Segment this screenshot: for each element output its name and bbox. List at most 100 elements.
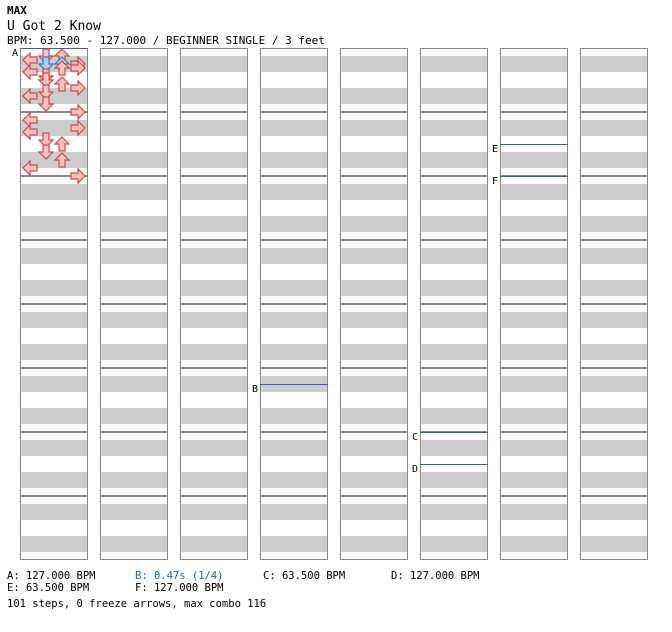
- step-arrow-down-icon: [37, 144, 55, 160]
- beat-stripe: [260, 344, 328, 360]
- beat-stripe: [180, 472, 248, 488]
- beat-stripe: [580, 472, 648, 488]
- measure-box: [180, 48, 248, 112]
- song-title: U Got 2 Know: [7, 19, 101, 34]
- beat-stripe: [20, 376, 88, 392]
- beat-stripe: [500, 504, 568, 520]
- beat-stripe: [500, 536, 568, 552]
- beat-stripe: [340, 472, 408, 488]
- beat-stripe: [340, 184, 408, 200]
- step-arrow-left-icon: [22, 63, 38, 81]
- beat-stripe: [100, 408, 168, 424]
- measure-box: [340, 496, 408, 560]
- step-arrow-down-icon: [37, 96, 55, 112]
- beat-stripe: [260, 248, 328, 264]
- beat-stripe: [420, 152, 488, 168]
- measure-box: [580, 304, 648, 368]
- beat-stripe: [260, 536, 328, 552]
- chart-column: [100, 48, 168, 560]
- beat-stripe: [500, 472, 568, 488]
- measure-box: [260, 240, 328, 304]
- chart-subtitle: BPM: 63.500 - 127.000 / BEGINNER SINGLE …: [7, 34, 325, 47]
- step-arrow-right-icon: [70, 103, 86, 121]
- beat-stripe: [100, 472, 168, 488]
- measure-box: [100, 304, 168, 368]
- beat-stripe: [340, 344, 408, 360]
- step-arrow-left-icon: [22, 123, 38, 141]
- game-mix-label: MAX: [7, 4, 27, 17]
- beat-stripe: [420, 312, 488, 328]
- beat-stripe: [180, 312, 248, 328]
- measure-box: [580, 432, 648, 496]
- beat-stripe: [100, 248, 168, 264]
- beat-stripe: [580, 312, 648, 328]
- measure-box: [180, 112, 248, 176]
- beat-stripe: [500, 152, 568, 168]
- step-arrow-left-icon: [22, 159, 38, 177]
- measure-box: [100, 432, 168, 496]
- measure-box: [420, 240, 488, 304]
- measure-box: [420, 112, 488, 176]
- measure-box: [20, 240, 88, 304]
- measure-box: [20, 496, 88, 560]
- measure-box: [260, 304, 328, 368]
- beat-stripe: [340, 248, 408, 264]
- beat-stripe: [20, 280, 88, 296]
- beat-stripe: [20, 152, 88, 168]
- beat-stripe: [20, 88, 88, 104]
- step-statistics: 101 steps, 0 freeze arrows, max combo 11…: [7, 598, 267, 610]
- legend-entry: E: 63.500 BPM: [7, 582, 90, 594]
- beat-stripe: [20, 216, 88, 232]
- beat-stripe: [420, 120, 488, 136]
- beat-stripe: [20, 184, 88, 200]
- measure-box: [420, 176, 488, 240]
- beat-stripe: [580, 152, 648, 168]
- beat-stripe: [20, 312, 88, 328]
- measure-box: [100, 496, 168, 560]
- step-arrow-up-icon: [53, 76, 71, 92]
- beat-stripe: [100, 88, 168, 104]
- measure-box: [340, 112, 408, 176]
- step-arrow-up-icon: [53, 60, 71, 76]
- step-arrow-left-icon: [22, 87, 38, 105]
- chart-column: [180, 48, 248, 560]
- beat-stripe: [420, 88, 488, 104]
- measure-box: [420, 48, 488, 112]
- beat-stripe: [260, 408, 328, 424]
- step-arrow-down-icon: [37, 132, 55, 148]
- measure-box: [20, 304, 88, 368]
- beat-stripe: [100, 504, 168, 520]
- measure-box: [500, 496, 568, 560]
- beat-stripe: [340, 280, 408, 296]
- beat-stripe: [20, 344, 88, 360]
- step-arrow-up-icon: [53, 136, 71, 152]
- beat-stripe: [180, 344, 248, 360]
- legend-entry: A: 127.000 BPM: [7, 570, 96, 582]
- beat-stripe: [260, 472, 328, 488]
- beat-stripe: [500, 408, 568, 424]
- beat-stripe: [100, 440, 168, 456]
- beat-stripe: [260, 280, 328, 296]
- beat-stripe: [20, 504, 88, 520]
- beat-stripe: [580, 56, 648, 72]
- measure-box: [340, 240, 408, 304]
- beat-stripe: [340, 56, 408, 72]
- measure-box: [260, 368, 328, 432]
- beat-stripe: [420, 376, 488, 392]
- beat-stripe: [420, 184, 488, 200]
- beat-stripe: [180, 184, 248, 200]
- beat-stripe: [500, 280, 568, 296]
- tempo-marker-label: E: [492, 144, 498, 155]
- legend-entry: B: 0.47s (1/4): [135, 570, 224, 582]
- measure-box: [340, 432, 408, 496]
- beat-stripe: [260, 504, 328, 520]
- measure-box: [180, 432, 248, 496]
- measure-box: [260, 496, 328, 560]
- beat-stripe: [580, 504, 648, 520]
- step-arrow-up-icon: [53, 152, 71, 168]
- step-arrow-right-icon: [70, 119, 86, 137]
- beat-stripe: [420, 216, 488, 232]
- measure-box: [420, 368, 488, 432]
- beat-stripe: [180, 408, 248, 424]
- beat-stripe: [20, 536, 88, 552]
